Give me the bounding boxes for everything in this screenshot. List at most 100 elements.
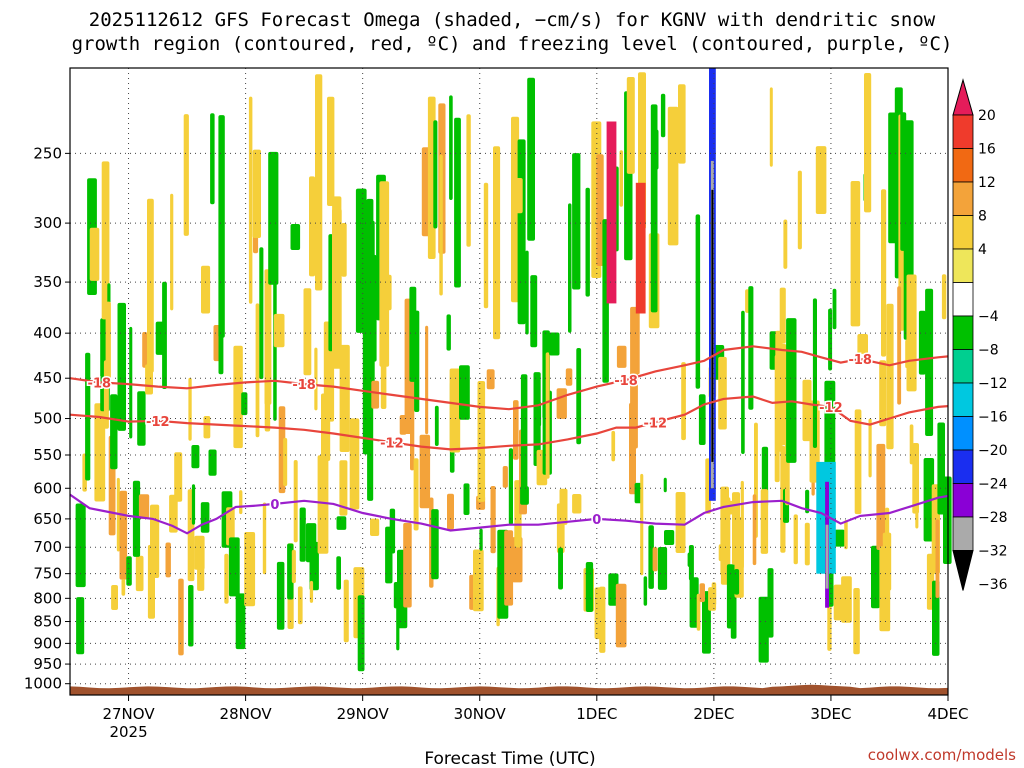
omega-cell xyxy=(150,504,160,578)
colorbar-label: 12 xyxy=(978,175,996,191)
omega-cell xyxy=(943,476,952,564)
omega-cell xyxy=(309,580,314,603)
omega-cell xyxy=(626,77,635,174)
omega-cell xyxy=(370,254,377,362)
dgz-minus18-contour-label: -18 xyxy=(614,374,638,389)
omega-cell xyxy=(556,388,567,419)
omega-cell xyxy=(218,245,224,375)
x-tick-label: 3DEC xyxy=(810,705,851,723)
omega-cell xyxy=(699,583,705,603)
omega-cell xyxy=(135,555,144,592)
omega-cell xyxy=(226,507,235,546)
colorbar-label: −20 xyxy=(978,443,1008,459)
omega-cell xyxy=(802,379,812,442)
colorbar-label: 16 xyxy=(978,142,996,158)
omega-cell xyxy=(698,394,706,445)
omega-cell xyxy=(664,530,675,545)
omega-cell xyxy=(477,381,486,502)
omega-cell xyxy=(414,310,420,412)
omega-cell xyxy=(576,348,582,445)
omega-cell xyxy=(379,181,390,367)
omega-cell xyxy=(434,405,439,446)
omega-cell xyxy=(183,114,189,236)
dgz-minus18-contour-label: -18 xyxy=(848,353,872,368)
omega-cell xyxy=(276,561,285,630)
omega-cell xyxy=(925,288,934,436)
colorbar-swatch xyxy=(952,416,974,451)
colorbar-label: 20 xyxy=(978,108,996,124)
omega-cell xyxy=(868,418,872,478)
omega-cell xyxy=(111,585,118,610)
omega-cell xyxy=(572,494,582,514)
omega-cell xyxy=(718,356,727,430)
omega-cell xyxy=(233,345,243,449)
omega-cell xyxy=(833,584,843,621)
omega-cell xyxy=(525,250,529,335)
x-tick-label: 29NOV xyxy=(337,705,390,723)
omega-cell xyxy=(255,303,260,438)
omega-cell xyxy=(681,362,686,441)
omega-cell xyxy=(812,298,817,448)
omega-cell xyxy=(201,265,211,314)
omega-cell xyxy=(741,310,745,454)
omega-cell xyxy=(336,556,341,590)
omega-cell xyxy=(142,332,148,368)
chart-title-line1: 2025112612 GFS Forecast Omega (shaded, −… xyxy=(89,9,936,31)
omega-cell xyxy=(783,219,788,269)
omega-cell xyxy=(385,274,392,311)
omega-cell xyxy=(752,494,757,566)
x-tick-label: 2DEC xyxy=(693,705,734,723)
omega-cell xyxy=(572,153,581,290)
y-tick-label: 450 xyxy=(33,369,62,387)
omega-cell xyxy=(520,374,528,496)
omega-cell xyxy=(511,537,523,583)
y-axis: 250 300 350 400 450 500 550 600 650 700 750 800 850 9… xyxy=(24,144,70,693)
x-tick-label: 30NOV xyxy=(454,705,507,723)
colorbar-label: −8 xyxy=(978,343,999,359)
omega-cell xyxy=(793,514,798,565)
omega-cell xyxy=(370,518,380,536)
omega-cell xyxy=(309,541,319,591)
omega-cell xyxy=(197,564,205,591)
omega-cell xyxy=(138,494,150,519)
omega-cell xyxy=(317,455,329,554)
x-tick-label: 27NOV xyxy=(102,705,155,723)
omega-cell xyxy=(596,154,604,266)
omega-cell xyxy=(689,577,699,628)
colorbar-swatch xyxy=(952,282,974,317)
omega-cell xyxy=(675,492,686,553)
omega-cell xyxy=(262,502,267,575)
omega-cell xyxy=(777,344,787,446)
omega-cell xyxy=(734,569,740,595)
omega-cell xyxy=(886,303,894,450)
omega-cell xyxy=(210,113,215,205)
omega-cell xyxy=(449,368,461,453)
omega-cell xyxy=(568,203,572,333)
omega-cell xyxy=(147,198,154,373)
omega-cell xyxy=(688,545,694,581)
omega-cell xyxy=(857,334,868,354)
omega-cell xyxy=(879,360,887,427)
y-tick-label: 500 xyxy=(33,410,62,428)
credit-link[interactable]: coolwx.com/models xyxy=(868,746,1016,764)
omega-cell xyxy=(629,402,636,495)
omega-cell xyxy=(89,227,100,281)
omega-cell xyxy=(431,509,439,580)
omega-cell xyxy=(490,486,496,554)
omega-cell xyxy=(815,146,827,214)
x-tick-label: 4DEC xyxy=(927,705,968,723)
omega-cell xyxy=(828,308,833,371)
omega-cell xyxy=(615,583,627,648)
omega-cell xyxy=(332,196,342,325)
omega-cell xyxy=(786,318,797,463)
omega-cell xyxy=(194,535,205,570)
omega-cell xyxy=(657,547,668,590)
omega-cell xyxy=(188,585,194,647)
omega-cell xyxy=(169,494,178,533)
omega-cell xyxy=(273,313,285,348)
y-tick-label: 850 xyxy=(33,613,62,631)
omega-cell xyxy=(748,286,754,410)
omega-cell xyxy=(941,274,947,320)
